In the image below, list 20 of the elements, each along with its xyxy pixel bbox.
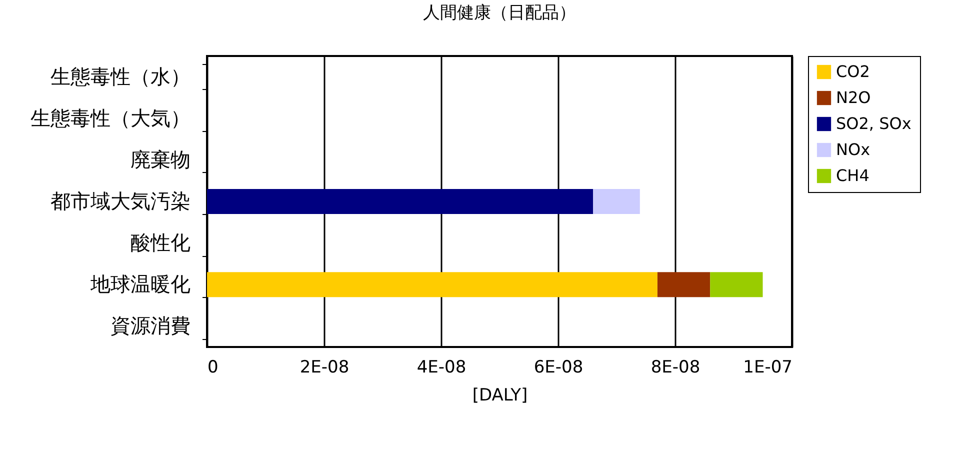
y-tick-label: 生態毒性（水）	[50, 64, 190, 88]
y-tick-label: 廃棄物	[130, 147, 190, 172]
x-tick-label: 8E-08	[650, 358, 700, 378]
y-tick-label: 酸性化	[130, 230, 190, 255]
x-tick-label: 2E-08	[300, 358, 350, 378]
x-axis-title: [DALY]	[472, 386, 528, 406]
y-tick-label: 資源消費	[110, 314, 190, 338]
legend-label: CO2	[836, 62, 870, 81]
y-tick-label: 都市域大気汚染	[50, 189, 190, 213]
legend-label: CH4	[836, 166, 870, 185]
legend-label: NOx	[836, 140, 870, 159]
legend-label: SO2, SOx	[836, 114, 912, 133]
x-tick-label: 4E-08	[416, 358, 466, 378]
y-tick-label: 地球温暖化	[90, 272, 190, 296]
x-tick-label: 0	[208, 358, 218, 378]
x-tick-label: 1E-07	[743, 358, 792, 378]
chart-title: 人間健康（日配品）	[423, 3, 576, 23]
x-tick-label: 6E-08	[534, 358, 584, 378]
legend-label: N2O	[836, 88, 871, 107]
y-tick-label: 生態毒性（大気）	[30, 106, 190, 130]
